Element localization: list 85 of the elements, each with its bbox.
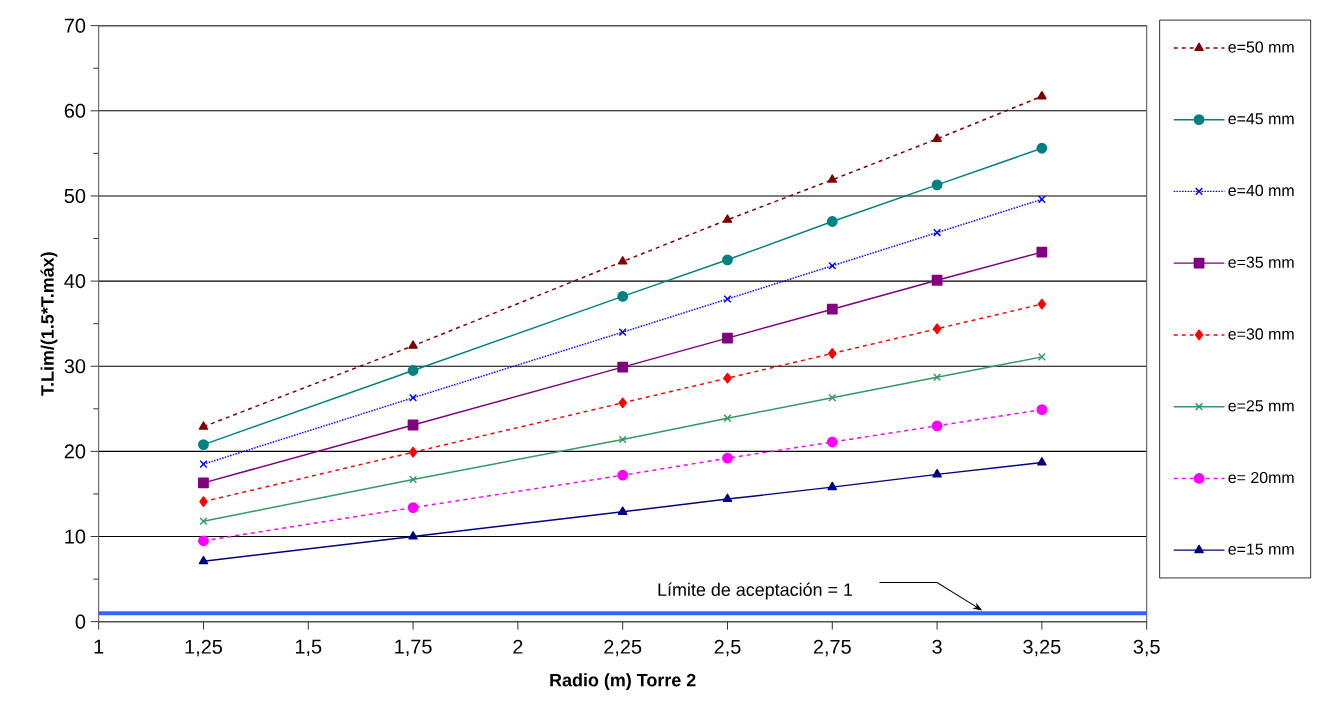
point xyxy=(199,460,208,469)
legend-label: e= 20mm xyxy=(1228,471,1294,484)
x-axis-title: Radio (m) Torre 2 xyxy=(550,673,696,690)
point xyxy=(827,174,838,183)
point xyxy=(1037,352,1046,361)
y-tick-label: 20 xyxy=(64,444,86,459)
point xyxy=(826,436,838,448)
point xyxy=(409,393,418,402)
x-tick-label: 2,25 xyxy=(604,639,642,657)
x-tick-label: 1,5 xyxy=(295,639,322,656)
point xyxy=(198,439,209,450)
point xyxy=(826,303,838,315)
point xyxy=(409,475,418,484)
point xyxy=(933,373,942,382)
point xyxy=(617,469,629,481)
point xyxy=(618,435,627,444)
point xyxy=(828,348,837,359)
point xyxy=(828,393,837,402)
y-tick-label: 0 xyxy=(75,614,86,629)
y-tick-label: 10 xyxy=(65,529,86,544)
point xyxy=(933,228,942,237)
point xyxy=(722,214,733,223)
y-tick-label: 40 xyxy=(64,274,86,289)
point xyxy=(826,216,838,227)
point xyxy=(1037,195,1046,204)
x-tick-label: 3 xyxy=(932,639,942,654)
point xyxy=(408,531,418,540)
legend-label: e=50 mm xyxy=(1228,41,1294,53)
point xyxy=(1037,457,1047,466)
point xyxy=(617,291,629,302)
x-tick-label: 1,75 xyxy=(395,639,432,656)
point xyxy=(408,446,418,458)
point xyxy=(722,493,733,503)
y-tick-label: 30 xyxy=(64,359,86,374)
x-tick-label: 2,75 xyxy=(813,639,851,657)
point xyxy=(198,535,209,547)
point xyxy=(617,361,629,373)
point xyxy=(617,256,628,265)
x-tick-label: 1 xyxy=(94,639,104,654)
point xyxy=(198,477,209,489)
ref-line-label: Límite de aceptación = 1 xyxy=(658,582,853,600)
point xyxy=(931,420,943,432)
legend-label: e=35 mm xyxy=(1228,256,1294,268)
point xyxy=(1036,246,1048,258)
legend-label: e=40 mm xyxy=(1228,184,1294,197)
point xyxy=(932,323,942,335)
point xyxy=(723,294,732,304)
point xyxy=(931,274,943,286)
point xyxy=(723,372,732,384)
point xyxy=(199,517,208,526)
point xyxy=(722,254,733,266)
point xyxy=(618,397,627,409)
x-tick-label: 1,25 xyxy=(185,639,223,657)
point xyxy=(932,133,942,142)
legend-label: e=45 mm xyxy=(1228,113,1294,125)
y-tick-label: 50 xyxy=(64,188,86,203)
x-tick-label: 2 xyxy=(513,639,523,654)
point xyxy=(199,496,208,508)
point xyxy=(198,421,209,430)
legend-label: e=15 mm xyxy=(1228,543,1294,555)
point xyxy=(1036,142,1048,154)
y-axis-title: T.Lim/(1.5*T.máx) xyxy=(40,252,58,396)
point xyxy=(827,481,838,491)
point xyxy=(618,328,627,337)
y-tick-label: 70 xyxy=(64,18,86,33)
point xyxy=(1036,404,1048,416)
point xyxy=(407,365,419,376)
point xyxy=(931,179,943,191)
point xyxy=(407,502,419,513)
point xyxy=(932,468,942,478)
x-tick-label: 2,5 xyxy=(714,639,741,657)
legend-label: e=25 mm xyxy=(1228,400,1294,412)
y-tick-label: 60 xyxy=(64,103,86,118)
point xyxy=(828,261,837,270)
legend-label: e=30 mm xyxy=(1228,328,1294,340)
point xyxy=(1037,90,1047,100)
x-tick-label: 3,25 xyxy=(1023,639,1061,657)
x-tick-label: 3,5 xyxy=(1133,639,1160,657)
point xyxy=(198,555,209,565)
point xyxy=(617,506,628,515)
point xyxy=(1037,298,1047,310)
point xyxy=(722,332,733,344)
point xyxy=(722,452,733,464)
point xyxy=(408,340,418,349)
point xyxy=(723,414,732,423)
